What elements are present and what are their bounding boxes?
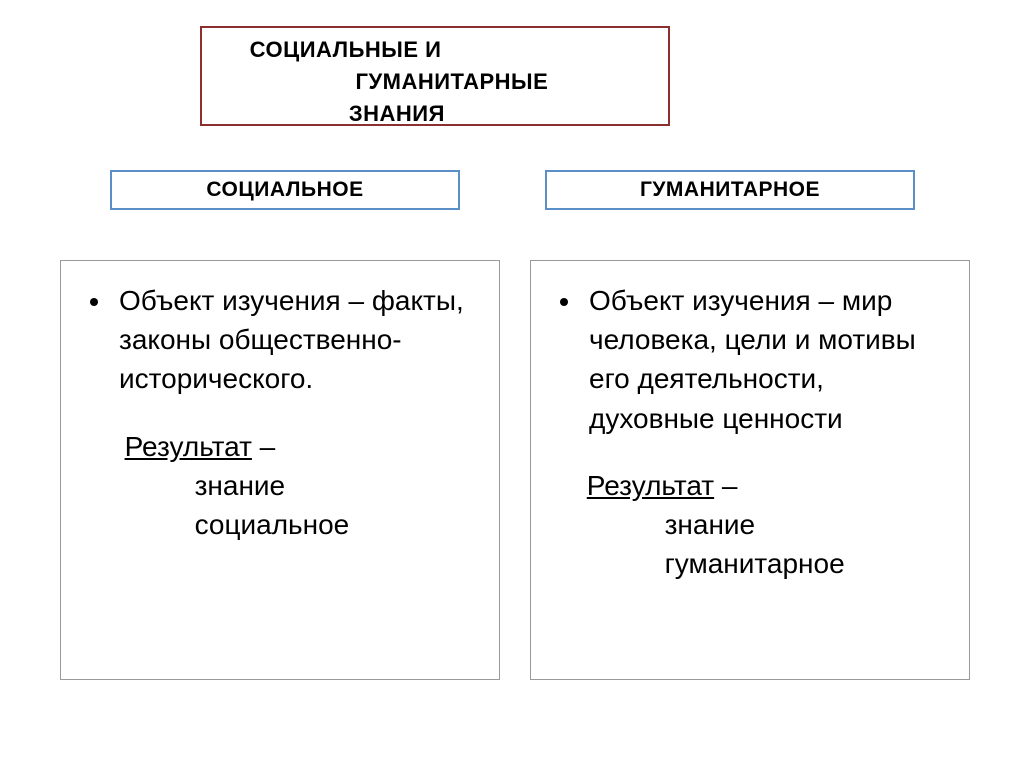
header-social-label: СОЦИАЛЬНОЕ (206, 178, 363, 202)
content-social: Объект изучения – факты, законы обществе… (60, 260, 500, 680)
header-humanitarian-label: ГУМАНИТАРНОЕ (640, 178, 820, 202)
humanitarian-item: Объект изучения – мир человека, цели и м… (583, 281, 947, 438)
humanitarian-result-line3: гуманитарное (579, 548, 845, 579)
social-result-label: Результат (125, 431, 252, 462)
social-list: Объект изучения – факты, законы обществе… (109, 281, 477, 399)
title-text: СОЦИАЛЬНЫЕ И ГУМАНИТАРНЫЕ ЗНАНИЯ (210, 34, 660, 130)
title-box: СОЦИАЛЬНЫЕ И ГУМАНИТАРНЫЕ ЗНАНИЯ (200, 26, 670, 126)
header-social: СОЦИАЛЬНОЕ (110, 170, 460, 210)
title-line2: ГУМАНИТАРНЫЕ (210, 69, 548, 94)
title-line1: СОЦИАЛЬНЫЕ И (210, 37, 441, 62)
title-line3: ЗНАНИЯ (210, 101, 445, 126)
humanitarian-result: Результат – знание гуманитарное (579, 466, 947, 584)
social-result-line2: знание (109, 470, 285, 501)
humanitarian-result-sep: – (714, 470, 737, 501)
social-item: Объект изучения – факты, законы обществе… (113, 281, 477, 399)
social-result: Результат – знание социальное (109, 427, 477, 545)
header-humanitarian: ГУМАНИТАРНОЕ (545, 170, 915, 210)
humanitarian-result-label: Результат (587, 470, 714, 501)
humanitarian-list: Объект изучения – мир человека, цели и м… (579, 281, 947, 438)
social-result-sep: – (252, 431, 275, 462)
social-result-line3: социальное (109, 509, 349, 540)
content-humanitarian: Объект изучения – мир человека, цели и м… (530, 260, 970, 680)
humanitarian-result-line2: знание (579, 509, 755, 540)
